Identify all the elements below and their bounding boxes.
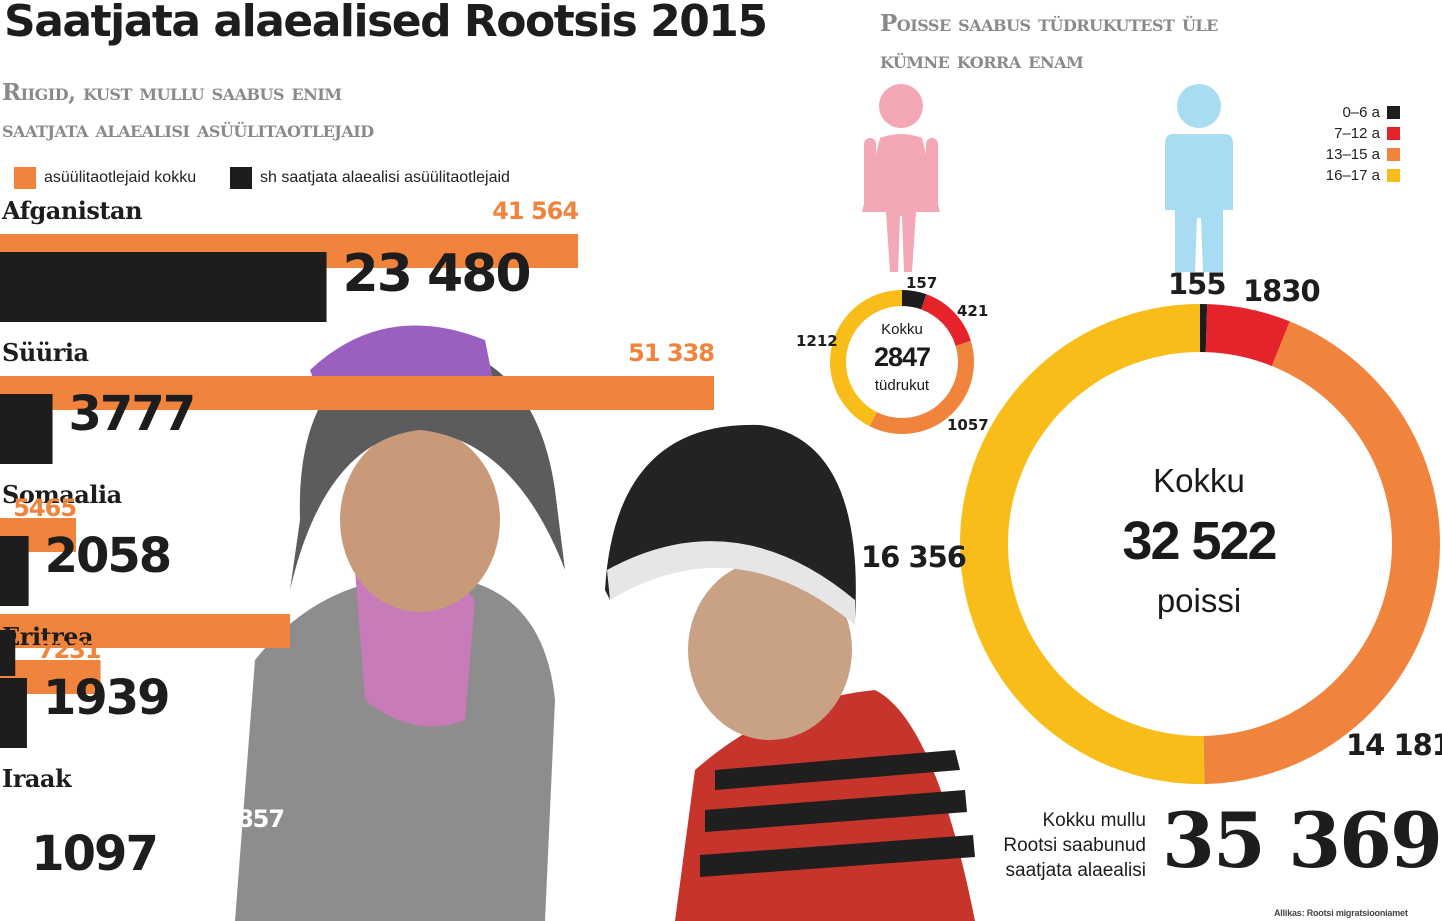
age-legend-swatch-3 (1387, 169, 1400, 182)
total-label-line3: saatjata alaealisi (1005, 860, 1146, 881)
left-subtitle-line2: saatjata alaealisi asüülitaotlejaid (2, 116, 374, 143)
source-note: Allikas: Rootsi migratsiooniamet (1274, 908, 1408, 918)
value-total-eritrea: 7231 (37, 636, 102, 664)
girls-center-value: 2847 (873, 342, 931, 372)
total-value: 35 369 (1162, 796, 1442, 885)
age-legend-swatch-0 (1387, 106, 1400, 119)
total-label-line1: Kokku mullu (1042, 810, 1147, 831)
boys-center-bottom: poissi (1156, 582, 1242, 619)
bar-minors-iraak (0, 630, 16, 676)
value-total-somaalia: 5465 (13, 494, 77, 522)
page-title: Saatjata alaealised Rootsis 2015 (4, 0, 768, 47)
country-label-süüria: Süüria (2, 338, 89, 367)
girls-label-7-12: 421 (957, 302, 989, 320)
legend-swatch-total (14, 167, 36, 189)
total-label-line2: Rootsi saabunud (1003, 835, 1146, 856)
legend-label-minors: sh saatjata alaealisi asüülitaotlejaid (260, 169, 510, 186)
boys-donut-slice-2 (1203, 321, 1441, 784)
girls-donut-slice-2 (869, 341, 974, 434)
left-subtitle-line1: Riigid, kust mullu saabus enim (2, 79, 342, 106)
value-minors-somaalia: 2058 (44, 528, 173, 584)
age-legend-label-0: 0–6 a (1342, 104, 1380, 121)
bar-total-iraak (0, 614, 291, 648)
right-subtitle-line1: Poisse saabus tüdrukutest üle (880, 10, 1218, 37)
age-legend-swatch-2 (1387, 148, 1400, 161)
value-minors-iraak: 1097 (31, 826, 159, 882)
girls-center-bottom: tüdrukut (874, 377, 930, 394)
girls-label-0-6: 157 (906, 274, 938, 292)
value-minors-süüria: 3777 (68, 386, 197, 442)
bar-minors-afganistan (0, 252, 327, 322)
boys-donut-slice-1 (1205, 304, 1290, 366)
boys-donut-slice-3 (960, 304, 1205, 784)
country-label-afganistan: Afganistan (2, 196, 143, 225)
girls-label-13-15: 1057 (947, 416, 989, 434)
bar-total-süüria (0, 376, 714, 410)
girls-label-16-17: 1212 (796, 332, 838, 350)
female-figure-icon (862, 84, 940, 272)
girls-center-top: Kokku (881, 321, 923, 338)
country-label-eritrea: Eritrea (2, 622, 94, 651)
age-legend-swatch-1 (1387, 127, 1400, 140)
boys-label-0-6: 155 (1168, 267, 1227, 301)
girls-donut-slice-1 (921, 294, 971, 346)
girls-donut-slice-3 (830, 290, 902, 427)
bar-minors-somaalia (0, 536, 29, 606)
bar-minors-süüria (0, 394, 53, 464)
country-label-iraak: Iraak (2, 764, 72, 793)
children-photo (235, 325, 975, 921)
value-minors-afganistan: 23 480 (342, 244, 532, 304)
boys-donut-slice-0 (1200, 304, 1208, 353)
legend-swatch-minors (230, 167, 252, 189)
value-total-iraak: 20 857 (198, 805, 285, 833)
legend-label-total: asüülitaotlejaid kokku (44, 169, 197, 186)
bar-minors-eritrea (0, 678, 27, 748)
blanket-shape (235, 576, 555, 921)
beanie-rim-shape (607, 541, 855, 625)
value-total-süüria: 51 338 (628, 339, 715, 367)
boys-center-top: Kokku (1153, 462, 1245, 499)
value-minors-eritrea: 1939 (42, 670, 171, 726)
boys-label-7-12: 1830 (1243, 274, 1321, 308)
boys-label-16-17: 16 356 (861, 540, 967, 574)
boys-center-value: 32 522 (1122, 511, 1277, 571)
jacket-stripes-shape (700, 750, 975, 877)
age-legend-label-1: 7–12 a (1334, 125, 1380, 142)
male-figure-icon (1165, 84, 1233, 272)
boys-label-13-15: 14 181 (1346, 728, 1442, 762)
boy-face-shape (688, 560, 852, 740)
girl-face-shape (340, 428, 500, 612)
total-label: Kokku mullu Rootsi saabunud saatjata ala… (940, 808, 1146, 883)
country-label-somaalia: Somaalia (2, 480, 122, 509)
right-subtitle-line2: kümne korra enam (880, 47, 1084, 74)
girls-donut-slice-0 (902, 290, 927, 310)
age-legend-label-2: 13–15 a (1325, 146, 1380, 163)
age-legend-label-3: 16–17 a (1325, 167, 1380, 184)
value-total-afganistan: 41 564 (492, 197, 579, 225)
bar-chart (0, 234, 714, 748)
